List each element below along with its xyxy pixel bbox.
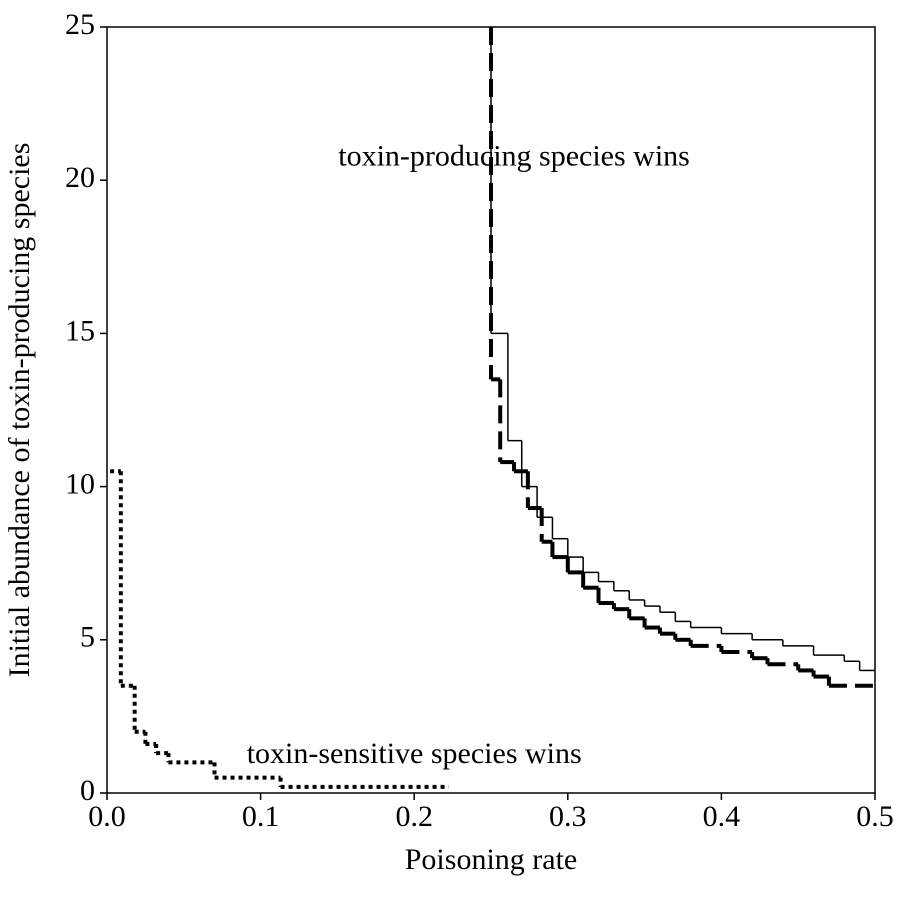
y-tick-label: 20 (65, 161, 95, 194)
x-axis-label: Poisoning rate (405, 843, 578, 876)
y-tick-label: 25 (65, 8, 95, 41)
y-tick-label: 15 (65, 314, 95, 347)
annotation: toxin-producing species wins (338, 140, 690, 173)
annotation: toxin-sensitive species wins (247, 737, 582, 770)
x-tick-label: 0.2 (395, 800, 433, 833)
y-axis-label: Initial abundance of toxin-producing spe… (3, 143, 36, 678)
x-tick-label: 0.3 (549, 800, 587, 833)
y-tick-label: 0 (80, 774, 95, 807)
y-tick-label: 5 (80, 621, 95, 654)
x-tick-label: 0.1 (242, 800, 280, 833)
x-tick-label: 0.0 (88, 800, 126, 833)
y-tick-label: 10 (65, 467, 95, 500)
x-tick-label: 0.4 (703, 800, 741, 833)
x-tick-label: 0.5 (856, 800, 894, 833)
